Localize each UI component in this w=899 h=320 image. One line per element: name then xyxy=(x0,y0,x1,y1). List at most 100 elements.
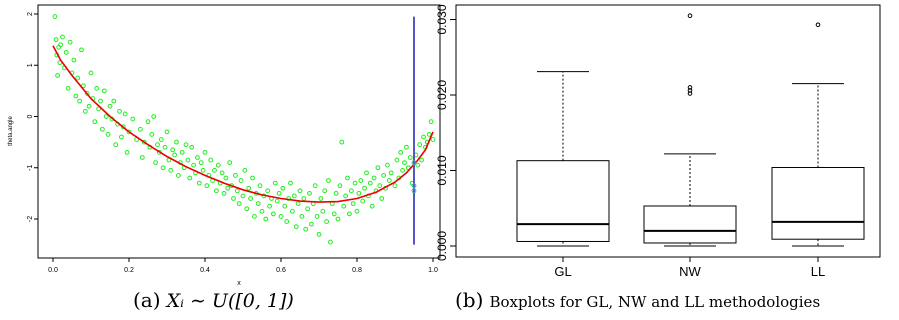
data-point xyxy=(360,198,366,204)
caption-b-text: Boxplots for GL, NW and LL methodologies xyxy=(489,293,821,311)
data-point xyxy=(430,137,436,142)
data-point xyxy=(428,119,434,125)
data-point xyxy=(276,190,282,196)
data-point xyxy=(331,211,337,217)
data-point xyxy=(392,183,398,189)
caption-a-formula: Xᵢ ∼ U([0, 1]) xyxy=(166,290,294,312)
data-point xyxy=(326,178,331,183)
data-point xyxy=(119,134,124,140)
data-point xyxy=(386,178,392,183)
x-tick-label: 0.0 xyxy=(48,267,58,274)
data-point xyxy=(145,119,151,125)
data-point xyxy=(98,98,103,104)
data-point xyxy=(100,126,105,132)
data-point xyxy=(63,50,69,55)
data-point xyxy=(290,208,295,214)
data-point xyxy=(164,129,170,135)
data-point xyxy=(158,137,164,142)
data-point xyxy=(219,170,225,176)
data-point xyxy=(75,75,81,81)
data-point xyxy=(212,167,217,173)
data-point xyxy=(356,190,362,196)
data-point xyxy=(388,170,394,176)
x-tick-label: 1.0 xyxy=(428,267,438,274)
y-tick-label: 0.030 xyxy=(435,4,449,34)
data-point xyxy=(367,180,373,186)
data-point xyxy=(421,134,426,140)
data-point xyxy=(364,170,369,176)
data-point xyxy=(339,139,345,145)
data-point xyxy=(350,201,356,207)
data-point xyxy=(307,190,312,196)
data-point xyxy=(282,203,288,209)
data-point xyxy=(400,167,406,173)
data-point xyxy=(96,106,101,112)
data-point xyxy=(259,208,265,214)
data-point xyxy=(174,139,179,145)
data-point xyxy=(113,142,119,148)
data-point xyxy=(200,167,206,173)
data-point xyxy=(153,160,159,166)
data-point xyxy=(101,88,107,94)
data-point xyxy=(343,193,349,199)
outlier-point xyxy=(815,22,821,28)
caption-b-label: (b) xyxy=(455,288,484,312)
data-point xyxy=(168,167,174,173)
outlier-point xyxy=(687,13,693,19)
box xyxy=(516,160,610,242)
x-tick-label: NW xyxy=(679,264,701,279)
data-point xyxy=(394,157,400,163)
y-tick-label: -1 xyxy=(27,165,34,171)
data-point xyxy=(126,129,132,135)
data-point xyxy=(293,224,299,230)
data-point xyxy=(187,175,193,181)
data-point xyxy=(208,157,214,163)
data-point xyxy=(402,160,407,166)
data-point xyxy=(271,211,276,217)
data-point xyxy=(303,226,309,232)
data-point xyxy=(274,198,280,204)
data-point xyxy=(221,190,227,196)
data-point xyxy=(84,91,90,96)
data-point xyxy=(122,111,128,117)
data-point xyxy=(352,180,358,186)
x-axis-label: x xyxy=(237,280,241,287)
data-point xyxy=(347,211,352,217)
data-point xyxy=(312,183,318,189)
data-point xyxy=(288,180,293,186)
data-point xyxy=(316,231,322,237)
data-point xyxy=(375,165,381,171)
data-point xyxy=(337,183,343,189)
data-point xyxy=(138,126,143,132)
outlier-point xyxy=(687,91,693,96)
data-point xyxy=(77,98,82,104)
data-point xyxy=(202,149,208,155)
data-point xyxy=(419,157,425,163)
vline-point xyxy=(411,183,417,189)
y-axis-label: theta.angle xyxy=(8,115,14,145)
data-point xyxy=(67,39,73,45)
data-point xyxy=(234,188,240,194)
y-tick-label: 0.000 xyxy=(435,231,449,261)
data-point xyxy=(291,193,297,199)
data-point xyxy=(240,193,246,199)
data-point xyxy=(130,116,136,122)
fit-curve xyxy=(52,45,434,203)
data-point xyxy=(354,208,360,214)
data-point xyxy=(92,119,98,125)
data-point xyxy=(318,196,324,201)
x-tick-label: LL xyxy=(811,264,825,279)
data-point xyxy=(320,208,326,214)
data-point xyxy=(407,155,413,160)
y-tick-label: 2 xyxy=(27,12,34,16)
data-point xyxy=(297,188,303,194)
data-point xyxy=(55,73,60,78)
x-tick-label: 0.8 xyxy=(352,267,362,274)
data-point xyxy=(196,180,202,186)
boxplot-panel: 0.000 0.010 0.020 0.030 GL NW LL xyxy=(435,4,881,279)
data-point xyxy=(404,144,409,150)
data-point xyxy=(191,162,197,168)
data-point xyxy=(225,185,231,191)
x-tick-label: 0.2 xyxy=(124,267,134,274)
